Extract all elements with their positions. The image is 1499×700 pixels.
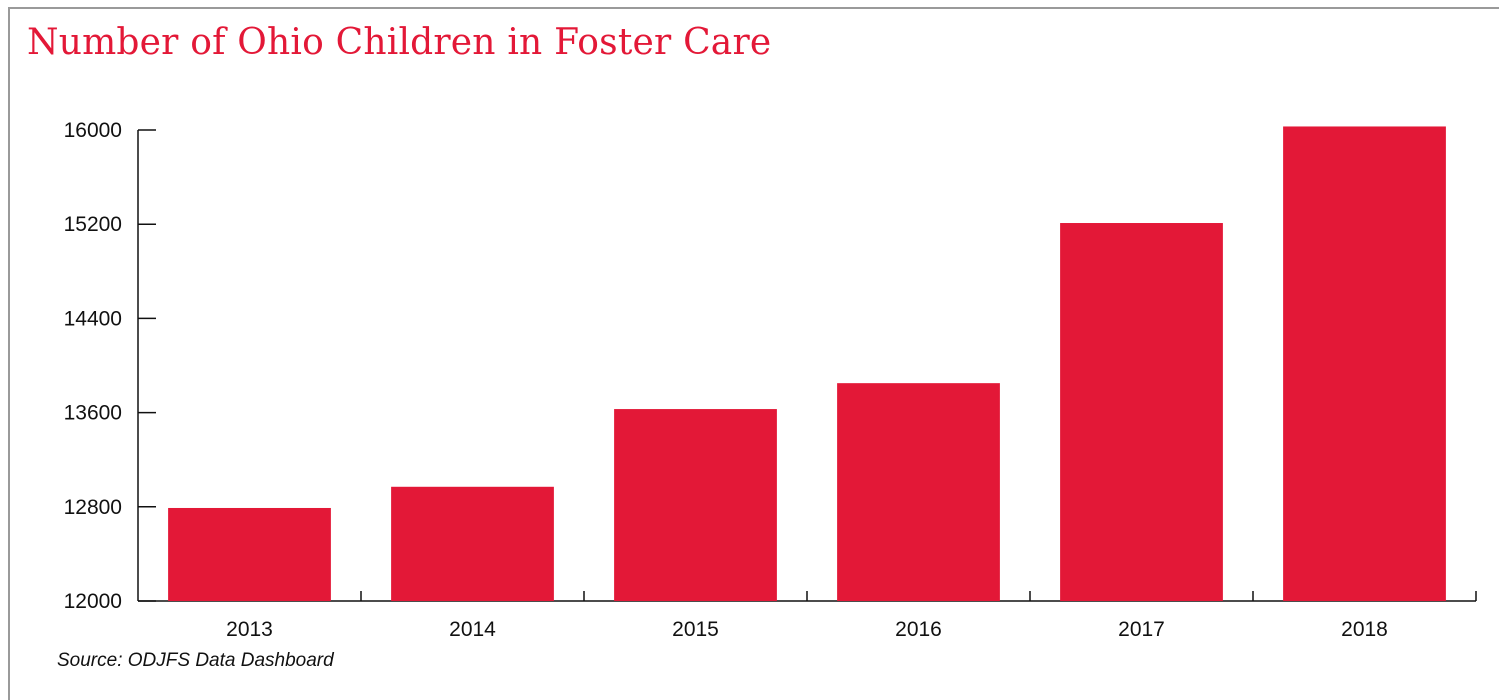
bars (168, 126, 1446, 601)
x-tick-label-2016: 2016 (895, 618, 942, 641)
chart-frame (8, 7, 1499, 700)
y-axis: 12000 12800 13600 14400 15200 16000 (64, 119, 156, 613)
source-note: Source: ODJFS Data Dashboard (57, 650, 334, 671)
bar-2014 (391, 486, 554, 601)
x-axis: 2013 2014 2015 2016 2017 2018 (138, 591, 1477, 641)
x-tick-label-2015: 2015 (672, 618, 719, 641)
x-tick-label-2013: 2013 (226, 618, 273, 641)
y-tick-label-12800: 12800 (64, 496, 122, 519)
bar-2013 (168, 507, 331, 601)
bar-2018 (1283, 126, 1446, 601)
y-tick-label-12000: 12000 (64, 590, 122, 613)
y-tick-label-13600: 13600 (64, 402, 122, 425)
x-tick-label-2017: 2017 (1118, 618, 1165, 641)
bar-2015 (614, 409, 777, 601)
y-tick-label-14400: 14400 (64, 307, 122, 330)
bar-2017 (1060, 223, 1223, 601)
bar-2016 (837, 383, 1000, 601)
y-tick-label-15200: 15200 (64, 213, 122, 236)
y-tick-label-16000: 16000 (64, 119, 122, 142)
x-tick-label-2018: 2018 (1341, 618, 1388, 641)
x-tick-label-2014: 2014 (449, 618, 496, 641)
chart-title: Number of Ohio Children in Foster Care (27, 22, 772, 63)
